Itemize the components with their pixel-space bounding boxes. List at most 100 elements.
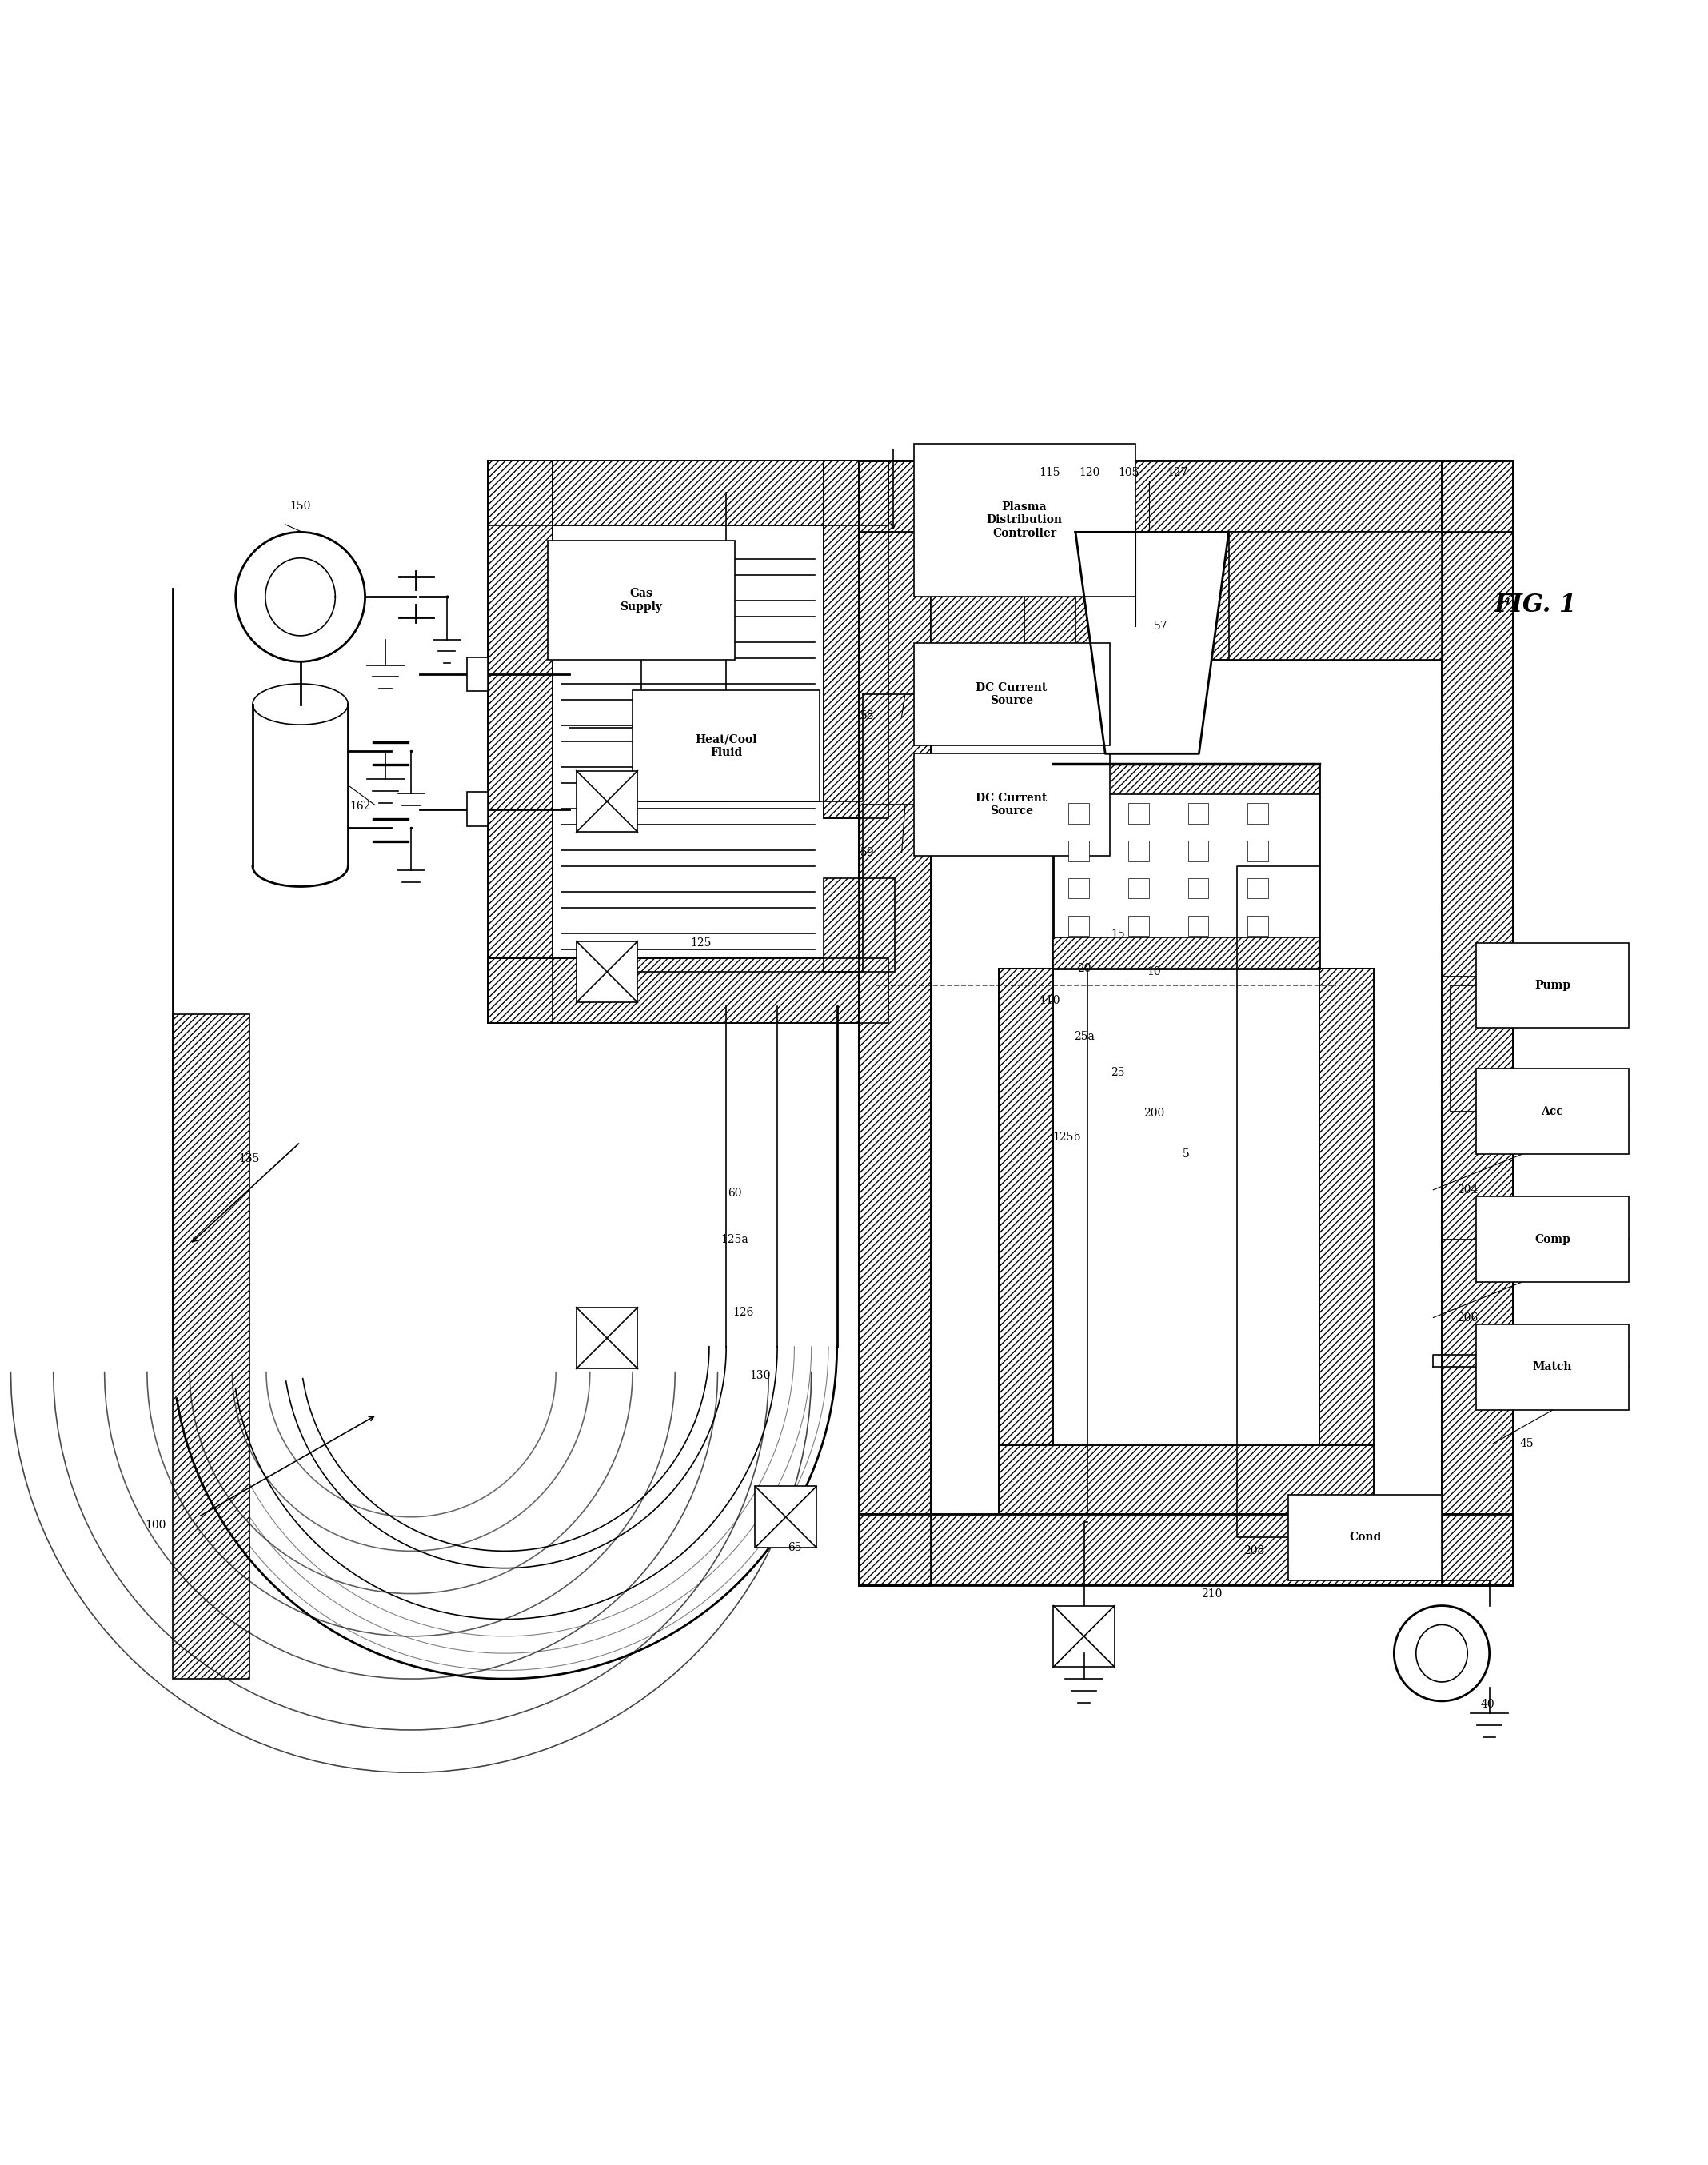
Text: DC Current
Source: DC Current Source [975, 682, 1047, 706]
Bar [576, 771, 637, 831]
Text: 65: 65 [787, 1541, 801, 1552]
Bar [468, 792, 488, 827]
Text: 25: 25 [1112, 1067, 1126, 1078]
Text: DC Current
Source: DC Current Source [975, 792, 1047, 816]
Bar [1129, 916, 1149, 935]
Bar [1054, 937, 1319, 968]
Bar [1129, 879, 1149, 898]
Bar [632, 691, 820, 801]
Bar [823, 879, 895, 972]
Text: 57: 57 [1153, 619, 1168, 632]
Text: 15: 15 [1110, 929, 1126, 940]
Bar [999, 1446, 1373, 1513]
Bar [1476, 1325, 1629, 1409]
Bar [1319, 968, 1373, 1446]
Text: Comp: Comp [1534, 1234, 1570, 1245]
Bar [488, 461, 888, 526]
Bar [1187, 840, 1208, 862]
Bar [1069, 803, 1090, 823]
Bar [576, 1308, 637, 1368]
Bar [999, 968, 1054, 1446]
Bar [488, 461, 552, 1022]
Bar [1247, 803, 1267, 823]
Bar [859, 461, 931, 1585]
Text: Cond: Cond [1349, 1533, 1382, 1544]
Bar [931, 533, 1442, 660]
Text: 125b: 125b [1052, 1132, 1081, 1143]
Text: 200: 200 [1143, 1108, 1165, 1119]
Bar [1442, 461, 1513, 1585]
Text: Pump: Pump [1534, 981, 1570, 992]
Bar [1187, 803, 1208, 823]
Bar [1476, 942, 1629, 1028]
Bar [823, 461, 888, 818]
Text: FIG. 1: FIG. 1 [1494, 593, 1576, 617]
Bar [859, 461, 931, 1585]
Bar [547, 541, 734, 660]
Bar [1288, 1494, 1442, 1580]
Bar [755, 1487, 816, 1548]
Text: 125a: 125a [721, 1234, 748, 1245]
Text: 20: 20 [1078, 963, 1091, 974]
Bar [1069, 840, 1090, 862]
Bar [1247, 840, 1267, 862]
Bar [173, 1015, 249, 1678]
Bar [1476, 1070, 1629, 1154]
Bar [859, 461, 1513, 533]
Bar [859, 1513, 1513, 1585]
Text: 59: 59 [861, 847, 874, 857]
Bar [823, 461, 888, 818]
Text: 135: 135 [239, 1154, 260, 1165]
Bar [1054, 1606, 1115, 1667]
Text: Acc: Acc [1541, 1106, 1563, 1117]
Bar [859, 461, 1513, 533]
Bar [859, 1513, 1513, 1585]
Text: 25a: 25a [1074, 1031, 1095, 1041]
Bar [914, 643, 1110, 745]
Bar [1247, 879, 1267, 898]
Text: 130: 130 [750, 1370, 770, 1381]
Text: Plasma
Distribution
Controller: Plasma Distribution Controller [987, 502, 1062, 539]
Bar [914, 753, 1110, 855]
Text: 204: 204 [1457, 1184, 1477, 1195]
Bar [488, 959, 888, 1022]
Circle shape [236, 533, 366, 662]
Bar [1129, 840, 1149, 862]
Bar [1054, 764, 1319, 968]
Text: 5: 5 [1182, 1147, 1190, 1160]
Text: 100: 100 [145, 1520, 166, 1531]
Text: 162: 162 [350, 801, 371, 812]
Text: 150: 150 [290, 500, 311, 513]
Bar [1228, 533, 1442, 660]
Text: 127: 127 [1167, 468, 1189, 478]
Text: 105: 105 [1117, 468, 1139, 478]
Bar [999, 1446, 1373, 1513]
Text: 40: 40 [1481, 1700, 1494, 1710]
Bar [576, 942, 637, 1002]
Text: 110: 110 [1038, 996, 1061, 1007]
Text: Gas
Supply: Gas Supply [620, 589, 663, 613]
Bar [468, 658, 488, 691]
Text: 208: 208 [1243, 1546, 1266, 1557]
Circle shape [1394, 1606, 1489, 1702]
Text: 115: 115 [1038, 468, 1061, 478]
Text: Match: Match [1532, 1362, 1573, 1373]
Polygon shape [1076, 533, 1228, 753]
Text: 58: 58 [861, 710, 874, 721]
Bar [488, 959, 888, 1022]
Bar [1054, 764, 1319, 795]
Text: 120: 120 [1078, 468, 1100, 478]
Text: 210: 210 [1201, 1589, 1223, 1600]
Bar [1476, 1197, 1629, 1282]
Text: 10: 10 [1146, 966, 1161, 976]
Bar [1442, 461, 1513, 1585]
Bar [931, 533, 1442, 660]
Text: 125: 125 [690, 937, 711, 948]
Bar [1069, 879, 1090, 898]
Text: 126: 126 [733, 1308, 753, 1318]
Text: 206: 206 [1457, 1312, 1477, 1323]
Text: Heat/Cool
Fluid: Heat/Cool Fluid [695, 734, 757, 758]
Bar [1187, 879, 1208, 898]
Bar [1319, 968, 1373, 1446]
Bar [1187, 916, 1208, 935]
